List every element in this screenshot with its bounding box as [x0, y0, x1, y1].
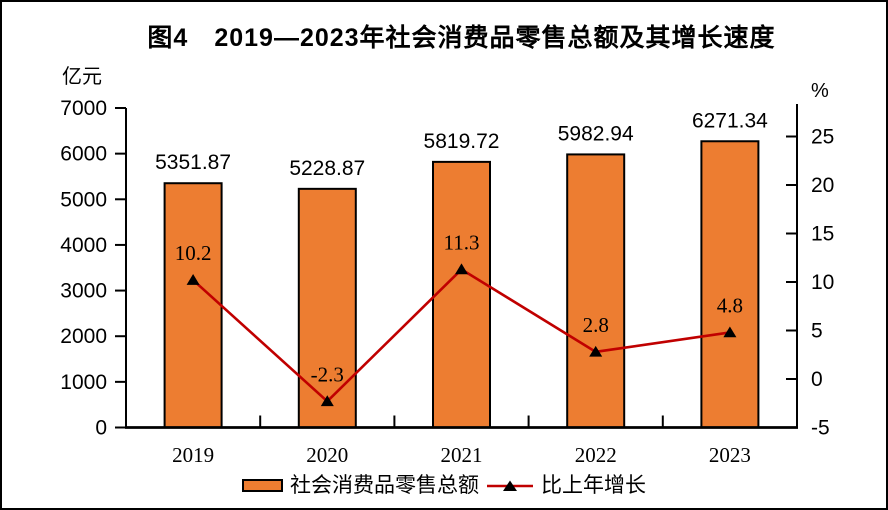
right-axis-unit-label: %	[811, 80, 829, 102]
x-axis-category-label: 2020	[306, 443, 348, 467]
line-marker-triangle-icon	[186, 274, 200, 285]
bar-value-label: 5228.87	[289, 157, 365, 180]
line-marker-triangle-icon	[723, 326, 737, 338]
line-value-label: 2.8	[583, 313, 609, 337]
line-marker-triangle-icon	[589, 345, 603, 357]
bar-2020	[297, 187, 357, 429]
x-axis-category-label: 2022	[575, 443, 617, 467]
legend-bar-label: 社会消费品零售总额	[290, 473, 479, 497]
left-axis-tick-label: 4000	[60, 234, 107, 257]
right-axis-tick-label: 10	[811, 271, 834, 294]
x-axis-category-label: 2019	[172, 443, 214, 467]
left-axis-tick-label: 6000	[60, 143, 107, 166]
legend-line-label: 比上年增长	[541, 473, 646, 497]
x-axis-category-label: 2021	[441, 443, 483, 467]
line-marker-triangle-icon	[455, 263, 468, 275]
left-axis-tick-label: 5000	[60, 188, 107, 211]
right-axis-tick-label: 15	[811, 223, 834, 246]
legend-bar-swatch-icon	[242, 479, 283, 492]
left-axis-tick-label: 0	[95, 417, 107, 440]
right-axis-tick-label: -5	[811, 417, 830, 440]
bar-value-label: 5982.94	[558, 122, 634, 145]
bar-2019	[163, 182, 223, 429]
bar-2022	[566, 153, 626, 429]
bar-value-label: 6271.34	[692, 109, 768, 132]
left-axis-tick-label: 3000	[60, 280, 107, 303]
bar-value-label: 5351.87	[155, 151, 231, 174]
left-axis-unit-label: 亿元	[62, 66, 102, 88]
left-axis-tick-label: 7000	[60, 97, 107, 120]
bar-2021	[432, 160, 491, 429]
left-axis-tick-label: 1000	[60, 371, 107, 394]
line-value-label: 11.3	[444, 230, 480, 254]
line-value-label: -2.3	[311, 362, 344, 386]
bar-2023	[700, 140, 760, 429]
bar-value-label: 5819.72	[424, 130, 500, 153]
right-axis-tick-label: 25	[811, 126, 834, 149]
legend: 社会消费品零售总额 比上年增长	[2, 475, 886, 496]
left-axis-tick-label: 2000	[60, 325, 107, 348]
right-axis-tick-label: 5	[811, 320, 823, 343]
line-value-label: 4.8	[717, 293, 743, 317]
right-axis-tick-label: 0	[811, 368, 823, 391]
chart-title: 图4 2019—2023年社会消费品零售总额及其增长速度	[147, 24, 776, 52]
line-marker-triangle-icon	[320, 395, 334, 407]
line-value-label: 10.2	[175, 241, 212, 265]
legend-line-swatch-icon	[487, 480, 533, 491]
x-axis-category-label: 2023	[709, 443, 751, 467]
right-axis-tick-label: 20	[811, 174, 834, 197]
